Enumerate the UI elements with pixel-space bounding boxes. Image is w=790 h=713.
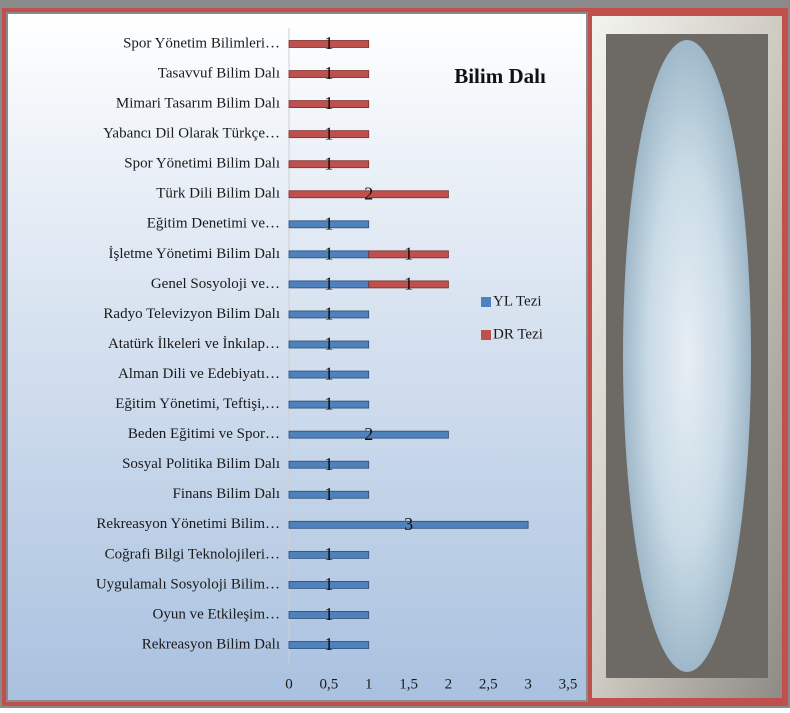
y-tick-label: Beden Eğitimi ve Spor…: [128, 426, 280, 442]
bar: [288, 520, 529, 529]
data-label: 2: [364, 424, 373, 444]
bar: [288, 40, 370, 48]
data-label: 1: [324, 484, 333, 504]
data-label: 1: [324, 364, 333, 384]
bar: [288, 611, 370, 619]
bar: [288, 190, 449, 199]
y-tick-label: Türk Dili Bilim Dalı: [156, 186, 280, 202]
bar: [288, 430, 449, 439]
x-tick-label: 1,5: [399, 676, 418, 692]
y-tick-label: Rekreasyon Bilim Dalı: [142, 636, 280, 652]
data-label: 1: [324, 604, 333, 624]
y-tick-label: Tasavvuf Bilim Dalı: [158, 65, 280, 81]
bar: [288, 70, 370, 78]
data-label: 1: [324, 93, 333, 113]
y-tick-label: Yabancı Dil Olarak Türkçe…: [103, 126, 280, 142]
bar: [288, 310, 370, 319]
data-label: 1: [324, 574, 333, 594]
data-label: 1: [404, 274, 413, 294]
x-tick-label: 1: [365, 676, 373, 692]
y-tick-label: Coğrafi Bilgi Teknolojileri…: [105, 546, 280, 562]
y-tick-label: Rekreasyon Yönetimi Bilim…: [96, 516, 280, 532]
bar: [288, 130, 370, 139]
bar: [368, 250, 449, 259]
data-label: 1: [324, 394, 333, 414]
data-label: 1: [324, 243, 333, 263]
data-label: 1: [324, 33, 333, 53]
data-label: 2: [364, 183, 373, 203]
legend-swatch: [481, 297, 491, 307]
x-tick-label: 0: [285, 676, 293, 692]
data-label: 1: [324, 334, 333, 354]
x-tick-label: 2,5: [479, 676, 498, 692]
y-tick-label: İşletme Yönetimi Bilim Dalı: [108, 246, 280, 262]
data-label: 1: [324, 304, 333, 324]
y-tick-label: Spor Yönetim Bilimleri…: [123, 35, 280, 51]
bar: [288, 400, 370, 409]
x-tick-label: 3,5: [559, 676, 578, 692]
data-label: 1: [324, 123, 333, 143]
x-tick-label: 0,5: [319, 676, 338, 692]
data-label: 1: [404, 243, 413, 263]
y-tick-label: Radyo Televizyon Bilim Dalı: [103, 306, 280, 322]
x-tick-label: 2: [445, 676, 453, 692]
plot-background: [8, 14, 586, 700]
y-tick-label: Sosyal Politika Bilim Dalı: [122, 456, 280, 472]
data-label: 1: [324, 634, 333, 654]
y-tick-label: Eğitim Yönetimi, Teftişi,…: [115, 396, 280, 412]
bar: [288, 550, 370, 559]
word-cloud-image: [623, 40, 751, 672]
bar: [288, 340, 370, 349]
bar: [288, 160, 370, 169]
data-label: 1: [324, 544, 333, 564]
legend-label: DR Tezi: [493, 326, 543, 342]
y-tick-label: Mimari Tasarım Bilim Dalı: [116, 96, 280, 112]
y-tick-label: Eğitim Denetimi ve…: [147, 216, 280, 232]
chart-title: Bilim Dalı: [454, 64, 546, 88]
y-tick-label: Alman Dili ve Edebiyatı…: [118, 366, 280, 382]
bar: [288, 220, 370, 229]
bar: [368, 280, 449, 289]
data-label: 1: [324, 454, 333, 474]
y-tick-label: Atatürk İlkeleri ve İnkılap…: [108, 336, 280, 352]
data-label: 1: [324, 63, 333, 83]
x-tick-label: 3: [524, 676, 532, 692]
y-tick-label: Finans Bilim Dalı: [172, 486, 280, 502]
y-tick-label: Spor Yönetimi Bilim Dalı: [124, 156, 280, 172]
bar: [288, 100, 370, 108]
y-tick-label: Genel Sosyoloji ve…: [151, 276, 280, 292]
data-label: 1: [324, 213, 333, 233]
bar: [288, 490, 370, 499]
data-label: 1: [324, 153, 333, 173]
y-tick-label: Uygulamalı Sosyoloji Bilim…: [96, 576, 280, 592]
legend-swatch: [481, 330, 491, 340]
legend-label: YL Tezi: [493, 293, 542, 309]
data-label: 3: [404, 514, 413, 534]
bar: [288, 581, 370, 589]
y-tick-label: Oyun ve Etkileşim…: [153, 606, 281, 622]
bar: [288, 460, 370, 469]
bar: [288, 370, 370, 379]
data-label: 1: [324, 274, 333, 294]
bar: [288, 641, 370, 649]
